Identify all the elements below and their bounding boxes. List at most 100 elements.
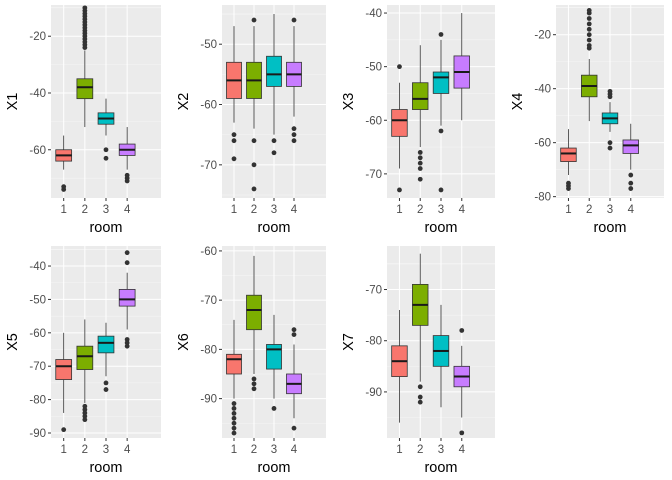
y-tick-label: -50 — [29, 294, 46, 306]
outlier-point — [231, 406, 237, 411]
outlier-point — [103, 380, 109, 386]
y-tick-label: -40 — [534, 84, 551, 96]
outlier-point — [417, 399, 423, 405]
box-body — [97, 335, 115, 354]
box-body — [226, 353, 242, 375]
outlier-point — [417, 160, 423, 166]
outlier-point — [231, 415, 237, 421]
box-room-1 — [226, 26, 242, 162]
box-body — [622, 139, 639, 154]
outlier-point — [586, 32, 592, 38]
outlier-point — [291, 425, 297, 431]
y-tick-label: -70 — [200, 160, 217, 172]
y-tick-label: -40 — [365, 8, 382, 20]
outlier-point — [586, 37, 592, 43]
outlier-point — [459, 328, 465, 333]
y-tick-label: -60 — [29, 328, 46, 340]
x-tick-label: 1 — [396, 204, 402, 216]
box-room-1 — [226, 319, 242, 436]
x-tick-label: 3 — [271, 204, 277, 216]
box-room-2 — [581, 7, 598, 122]
outlier-point — [124, 343, 130, 349]
box-room-4 — [622, 123, 639, 191]
outlier-point — [231, 430, 237, 436]
outlier-point — [397, 64, 402, 70]
y-tick-label: -70 — [365, 169, 382, 181]
y-tick-label: -60 — [365, 115, 382, 127]
y-tick-label: -80 — [365, 336, 382, 348]
x-tick-label: 4 — [124, 204, 131, 216]
box-room-1 — [560, 129, 577, 191]
outlier-point — [291, 126, 297, 132]
x-tick-label: 1 — [565, 204, 571, 216]
outlier-point — [82, 417, 88, 423]
outlier-point — [291, 138, 297, 144]
x-tick-label: 2 — [251, 444, 257, 456]
y-tick-label: -20 — [29, 31, 46, 43]
outlier-point — [586, 45, 592, 51]
box-room-4 — [286, 327, 302, 431]
y-tick-label: -70 — [29, 361, 46, 373]
x-axis-title: room — [593, 220, 626, 236]
box-room-2 — [246, 17, 262, 192]
x-tick-label: 1 — [60, 444, 66, 456]
x-tick-label: 2 — [82, 204, 88, 216]
outlier-point — [417, 394, 423, 400]
x-tick-label: 2 — [251, 204, 257, 216]
box-room-3 — [266, 314, 282, 411]
outlier-point — [438, 128, 444, 134]
y-axis-title: X7 — [341, 333, 357, 351]
outlier-point — [417, 166, 423, 171]
outlier-point — [271, 406, 277, 411]
outlier-point — [231, 401, 237, 406]
x-axis-title: room — [424, 220, 457, 236]
y-axis-title: X3 — [341, 93, 357, 111]
x-tick-label: 2 — [417, 204, 423, 216]
outlier-point — [607, 145, 613, 151]
y-tick-label: -80 — [200, 344, 217, 356]
outlier-point — [82, 407, 88, 413]
box-room-4 — [453, 328, 470, 436]
box-room-2 — [412, 45, 429, 182]
outlier-point — [82, 45, 88, 50]
box-room-3 — [432, 304, 450, 408]
x-tick-label: 3 — [103, 444, 109, 456]
x-tick-label: 2 — [82, 444, 88, 456]
box-body — [266, 55, 282, 87]
y-tick-label: -80 — [534, 192, 551, 204]
x-axis-title: room — [424, 460, 457, 476]
outlier-point — [231, 410, 237, 416]
outlier-point — [586, 10, 592, 16]
x-tick-label: 2 — [586, 204, 592, 216]
y-axis-title: X2 — [176, 93, 192, 111]
outlier-point — [231, 156, 237, 162]
y-tick-label: -60 — [534, 138, 551, 150]
box-room-4 — [286, 17, 302, 144]
outlier-point — [124, 250, 130, 256]
box-body — [412, 82, 429, 110]
y-tick-label: -40 — [29, 88, 46, 100]
outlier-point — [61, 187, 67, 192]
box-room-2 — [76, 319, 94, 423]
box-room-4 — [118, 250, 136, 349]
box-room-2 — [412, 253, 429, 405]
outlier-point — [251, 162, 257, 168]
x-tick-label: 3 — [438, 204, 444, 216]
box-body — [432, 71, 450, 94]
x-tick-label: 4 — [124, 444, 131, 456]
x-tick-label: 3 — [271, 444, 277, 456]
x-axis-title: room — [89, 460, 122, 476]
outlier-point — [291, 332, 297, 338]
outlier-point — [124, 340, 130, 346]
outlier-point — [566, 186, 571, 191]
box-room-3 — [601, 88, 619, 151]
box-body — [266, 344, 282, 370]
outlier-point — [291, 17, 297, 23]
box-room-1 — [391, 310, 408, 423]
y-tick-label: -20 — [534, 30, 551, 42]
outlier-point — [231, 420, 237, 426]
